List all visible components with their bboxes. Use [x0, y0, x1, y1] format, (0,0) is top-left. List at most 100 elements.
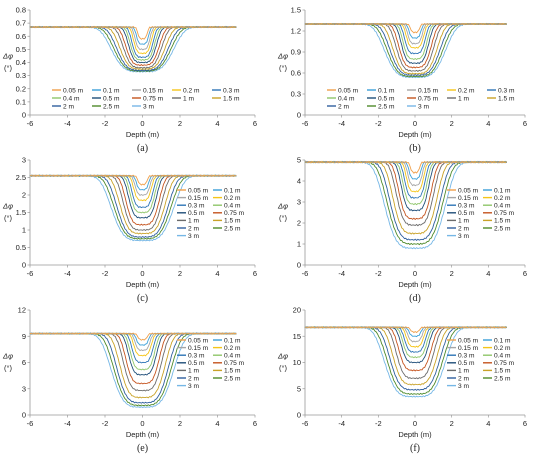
- x-tick-label: 0: [140, 119, 144, 128]
- legend-entry: 0.4 m: [224, 203, 241, 210]
- y-tick-label: 2: [22, 191, 26, 200]
- panel-2: -6 -4 -2 0 2 4 6 0 0.3 0.6 0.9 1.2 1.5 Depth (m) Δφ (°)…: [277, 6, 527, 154]
- legend-entry: 3 m: [188, 233, 199, 240]
- y-axis-unit: (°): [279, 214, 287, 223]
- x-tick-label: 4: [486, 269, 490, 278]
- legend: 0.05 m 0.1 m 0.15 m 0.2 m 0.3 m 0.4 m 0.5 m 0.7…: [327, 87, 515, 110]
- x-tick-label: 4: [486, 419, 490, 428]
- series-line-0-15-m: [29, 174, 237, 196]
- y-tick-label: 0.8: [16, 6, 26, 15]
- y-tick-label: 1.5: [291, 6, 301, 15]
- legend-entry: 0.15 m: [458, 195, 479, 202]
- series-line-0-15-m: [304, 326, 507, 343]
- legend-entry: 3 m: [458, 383, 469, 390]
- series-line-0-05-m: [304, 160, 507, 174]
- legend-entry: 2 m: [458, 225, 469, 232]
- legend-entry: 0.2 m: [224, 345, 241, 352]
- x-tick-label: 0: [413, 119, 417, 128]
- x-tick-label: 2: [178, 269, 182, 278]
- y-tick-label: 2: [297, 219, 301, 228]
- legend-entry: 2 m: [63, 103, 74, 110]
- series-line-1-5-m: [304, 22, 507, 75]
- legend-entry: 0.05 m: [458, 337, 479, 344]
- legend-entry: 0.3 m: [458, 353, 475, 360]
- legend-entry: 0.4 m: [494, 203, 511, 210]
- series-line-0-05-m: [29, 25, 237, 40]
- legend-entry: 1 m: [458, 218, 469, 225]
- y-axis-label: Δφ: [2, 352, 13, 361]
- y-tick-label: 4: [297, 177, 301, 186]
- series-line-0-15-m: [29, 25, 237, 51]
- panel-6: -6 -4 -2 0 2 4 6 0 5 10 15 20 Depth (m) Δφ (°) (f) 0.05 …: [277, 306, 527, 454]
- y-axis-label: Δφ: [277, 202, 288, 211]
- x-tick-label: 6: [253, 119, 257, 128]
- y-tick-label: 3: [22, 384, 26, 393]
- series-line-0-05-m: [304, 326, 507, 334]
- y-axis-label: Δφ: [2, 202, 13, 211]
- legend-entry: 1.5 m: [494, 218, 511, 225]
- x-tick-label: -4: [338, 269, 345, 278]
- x-tick-label: 0: [413, 269, 417, 278]
- y-tick-label: 3: [297, 198, 301, 207]
- y-tick-label: 0.3: [291, 90, 301, 99]
- panel-label: (b): [409, 143, 421, 154]
- y-tick-label: 0: [297, 261, 301, 270]
- x-tick-label: -6: [302, 419, 309, 428]
- panel-label: (f): [410, 443, 420, 454]
- legend-entry: 3 m: [458, 233, 469, 240]
- x-tick-label: -2: [102, 119, 109, 128]
- legend-entry: 1.5 m: [498, 95, 515, 102]
- x-axis-label: Depth (m): [126, 280, 160, 289]
- y-tick-label: 1: [297, 240, 301, 249]
- series-line-0-75-m: [304, 22, 507, 69]
- legend-entry: 0.15 m: [188, 345, 209, 352]
- x-tick-label: 4: [486, 119, 490, 128]
- legend: 0.05 m 0.1 m 0.15 m 0.2 m 0.3 m 0.4 m 0.5 m 0.7…: [177, 337, 245, 390]
- panel-label: (c): [137, 293, 148, 304]
- legend-entry: 0.5 m: [188, 360, 205, 367]
- legend-entry: 0.75 m: [494, 360, 515, 367]
- y-tick-label: 0.5: [16, 243, 26, 252]
- x-tick-label: 4: [215, 269, 219, 278]
- legend-entry: 0.2 m: [494, 195, 511, 202]
- x-axis-label: Depth (m): [126, 130, 160, 139]
- panel-label: (d): [409, 293, 421, 304]
- legend-entry: 1.5 m: [224, 218, 241, 225]
- legend-entry: 2.5 m: [224, 225, 241, 232]
- legend-entry: 0.3 m: [188, 353, 205, 360]
- x-tick-label: -2: [102, 419, 109, 428]
- y-axis-unit: (°): [279, 364, 287, 373]
- series-line-0-05-m: [304, 22, 507, 34]
- legend-entry: 1.5 m: [224, 368, 241, 375]
- legend-entry: 1 m: [188, 218, 199, 225]
- y-tick-label: 0.3: [16, 71, 26, 80]
- y-axis-unit: (°): [4, 214, 12, 223]
- y-tick-label: 0: [22, 411, 26, 420]
- x-tick-label: 0: [413, 419, 417, 428]
- x-tick-label: -4: [64, 119, 71, 128]
- legend-entry: 3 m: [188, 383, 199, 390]
- x-axis-label: Depth (m): [398, 280, 432, 289]
- x-tick-label: 4: [215, 119, 219, 128]
- legend: 0.05 m 0.1 m 0.15 m 0.2 m 0.3 m 0.4 m 0.5 m 0.7…: [447, 337, 515, 390]
- series-line-2-5-m: [29, 174, 237, 240]
- legend-entry: 0.2 m: [494, 345, 511, 352]
- y-tick-label: 0.1: [16, 97, 26, 106]
- y-tick-label: 0.6: [16, 32, 26, 41]
- x-axis-label: Depth (m): [126, 430, 160, 439]
- legend: 0.05 m 0.1 m 0.15 m 0.2 m 0.3 m 0.4 m 0.5 m 0.7…: [52, 87, 240, 110]
- y-tick-label: 1: [22, 226, 26, 235]
- legend-entry: 0.15 m: [188, 195, 209, 202]
- legend-entry: 0.1 m: [103, 87, 120, 94]
- y-axis-unit: (°): [4, 64, 12, 73]
- series-line-3-m: [29, 25, 237, 73]
- y-tick-label: 10: [293, 358, 301, 367]
- legend-entry: 0.5 m: [188, 210, 205, 217]
- x-tick-label: -4: [338, 119, 345, 128]
- legend-entry: 0.15 m: [418, 87, 439, 94]
- legend-entry: 2 m: [188, 225, 199, 232]
- legend-entry: 0.3 m: [458, 203, 475, 210]
